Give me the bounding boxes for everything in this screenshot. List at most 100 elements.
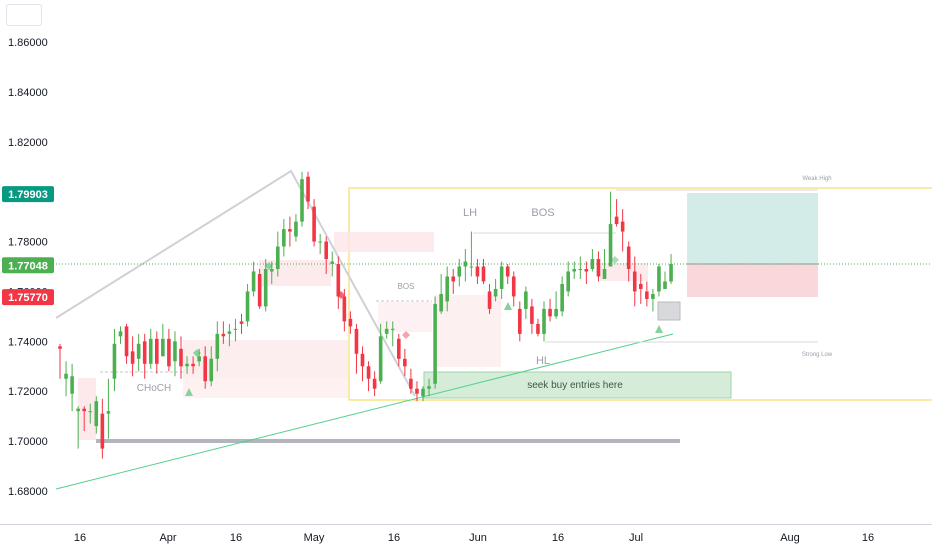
choch-label: CHoCH [137, 383, 171, 394]
price-tag: 1.77048 [2, 257, 54, 274]
candle [336, 256, 341, 309]
candle-body [524, 291, 528, 309]
candle-body [669, 264, 673, 282]
candle-body [294, 221, 298, 237]
candle [239, 313, 244, 334]
candle [397, 333, 401, 367]
candle-body [663, 281, 667, 289]
candle [76, 406, 80, 449]
price-tag: 1.75770 [2, 289, 54, 306]
candle-body [161, 338, 165, 357]
candle [142, 333, 147, 379]
candle-body [511, 276, 516, 297]
candle-body [239, 321, 244, 324]
candle-body [276, 246, 280, 269]
range-box [348, 187, 932, 401]
candle [536, 318, 540, 337]
candle [578, 256, 583, 279]
candle [100, 398, 105, 459]
candle [124, 323, 129, 364]
candle [663, 271, 667, 289]
candle-body [566, 271, 570, 292]
candle [645, 281, 649, 307]
candle-body [306, 176, 310, 202]
candle [409, 368, 413, 394]
candle [657, 264, 661, 297]
candle-body [100, 413, 105, 449]
supply-zone-4 [378, 302, 432, 332]
x-tick-label: May [304, 532, 325, 544]
candle-body [58, 346, 62, 349]
candle-body [626, 246, 631, 269]
candle [167, 328, 171, 372]
candle-body [227, 331, 232, 334]
candle-body [608, 224, 613, 267]
buy-marker-3 [655, 325, 663, 333]
demand-zone-2 [183, 378, 348, 398]
candle [475, 259, 480, 284]
y-tick-label: 1.86000 [8, 37, 48, 49]
lh-label: LH [463, 207, 477, 219]
price-tag-bg [2, 186, 54, 203]
candle [451, 268, 456, 294]
candle-body [282, 229, 286, 247]
candle-body [288, 229, 292, 232]
candle [439, 273, 443, 314]
hl-label: HL [536, 355, 550, 367]
candle [372, 371, 377, 397]
candle-body [330, 261, 335, 265]
candle-body [136, 343, 141, 359]
strong-low-label: Strong Low [802, 352, 833, 358]
candle-body [124, 326, 129, 357]
candle [390, 321, 395, 347]
candle-body [245, 291, 250, 322]
candle [191, 356, 195, 374]
candle-body [602, 268, 607, 279]
candle [602, 249, 607, 279]
candle-body [409, 378, 413, 389]
candle-body [542, 308, 546, 334]
candle [415, 381, 419, 402]
candle [360, 346, 365, 382]
candle-body [173, 341, 177, 362]
candle-body [155, 338, 159, 364]
candle-body [421, 388, 425, 397]
candle-body [106, 411, 111, 414]
chart-corner-button[interactable] [6, 4, 42, 26]
candle [354, 323, 359, 374]
candle [584, 261, 589, 284]
candle [251, 261, 256, 297]
candle [651, 288, 655, 312]
candles-layer [58, 171, 673, 459]
candle-body [215, 333, 220, 359]
candle [282, 219, 286, 257]
y-tick-label: 1.84000 [8, 87, 48, 99]
buy-marker-1 [185, 388, 193, 396]
candle-body [233, 328, 238, 330]
candle [348, 311, 353, 334]
candle [294, 214, 298, 242]
candle [209, 346, 214, 387]
candle-body [657, 266, 661, 292]
candle [197, 348, 201, 367]
candle-body [70, 376, 74, 394]
x-tick-label: Apr [159, 532, 176, 544]
y-tick-label: 1.68000 [8, 486, 48, 498]
price-tag-label: 1.79903 [8, 189, 48, 201]
candle-body [348, 318, 353, 327]
candle-body [384, 328, 389, 334]
y-tick-label: 1.82000 [8, 137, 48, 149]
candle [233, 318, 238, 342]
candle [324, 236, 328, 274]
diamond-green-2 [265, 262, 273, 270]
position-target-zone [687, 193, 818, 264]
candle [596, 251, 601, 282]
candle-body [118, 331, 123, 337]
buy-marker-2 [504, 302, 512, 310]
demand-zone-1 [183, 340, 348, 378]
candle-body [300, 179, 304, 222]
candle-body [584, 268, 589, 272]
candle-body [64, 373, 68, 379]
price-tag: 1.79903 [2, 186, 54, 203]
